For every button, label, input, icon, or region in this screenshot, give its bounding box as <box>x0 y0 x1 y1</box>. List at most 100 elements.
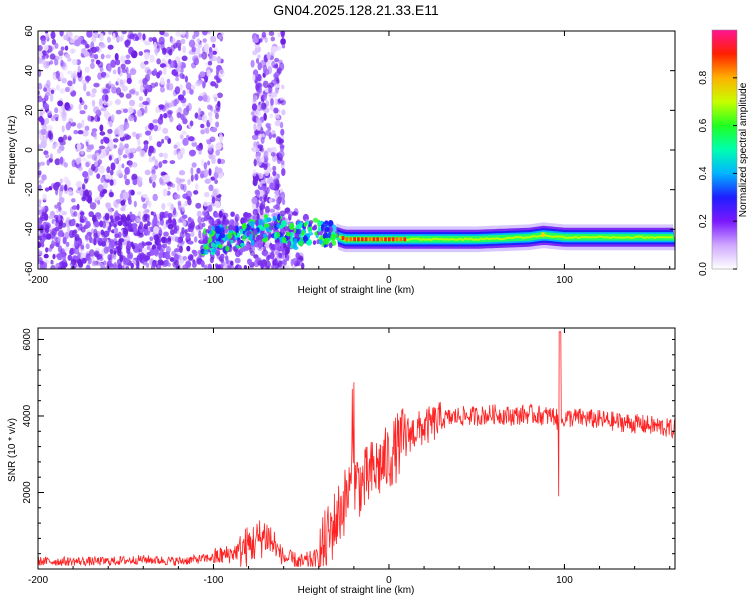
spectrogram-noise-cell <box>38 223 41 228</box>
spectrogram-noise-cell <box>214 200 221 209</box>
spectrogram-noise-cell <box>269 176 273 184</box>
spectrogram-noise-cell <box>281 43 286 49</box>
spectrogram-signal-cell <box>241 222 247 230</box>
spectrogram-noise-cell <box>201 114 208 123</box>
spectrogram-noise-cell <box>207 111 213 117</box>
spectrogram-noise-cell <box>67 136 72 141</box>
spectrogram-noise-cell <box>126 248 131 255</box>
spectrogram-noise-cell <box>275 198 280 205</box>
spectrogram-noise-cell <box>114 128 120 136</box>
spectrogram-signal-cell <box>312 240 317 246</box>
spectrogram-noise-cell <box>113 223 117 228</box>
spectrogram-noise-cell <box>41 206 46 214</box>
spectrogram-noise-cell <box>99 124 104 132</box>
spectrogram-noise-cell <box>230 264 234 269</box>
spectrogram-noise-cell <box>108 64 112 73</box>
spectrogram-noise-cell <box>181 130 187 136</box>
spectrogram-noise-cell <box>124 143 129 149</box>
spectrogram-noise-cell <box>69 249 73 256</box>
spectrogram-signal-cell <box>324 227 330 232</box>
spectrogram-noise-cell <box>91 88 97 94</box>
spectrogram-signal-cell <box>211 235 217 240</box>
spectrogram-noise-cell <box>208 115 213 123</box>
spectrogram-noise-cell <box>38 162 41 168</box>
spectrogram-noise-cell <box>176 183 180 192</box>
spectrogram-noise-cell <box>111 114 115 121</box>
spectrogram-noise-cell <box>173 149 178 156</box>
spectrogram-noise-cell <box>73 129 79 135</box>
spectrogram-noise-cell <box>120 207 126 212</box>
spectrogram-noise-cell <box>62 134 68 141</box>
spectrogram-noise-cell <box>263 150 269 159</box>
spectrogram-noise-cell <box>215 77 220 84</box>
spectrogram-noise-cell <box>103 137 110 144</box>
spectrogram-ytick-label: -20 <box>24 182 35 197</box>
spectrogram-signal-cell <box>202 239 208 244</box>
spectrogram-noise-cell <box>43 44 49 52</box>
spectrogram-signal-cell <box>316 239 320 245</box>
spectrogram-noise-cell <box>180 183 185 190</box>
spectrogram-noise-cell <box>117 264 123 269</box>
spectrogram-noise-cell <box>160 86 165 93</box>
spectrogram-noise-cell <box>87 144 95 150</box>
spectrogram-noise-cell <box>83 51 90 57</box>
spectrogram-signal-cell <box>218 244 223 249</box>
spectrogram-noise-cell <box>187 179 191 185</box>
spectrogram-noise-cell <box>219 132 223 140</box>
spectrogram-noise-cell <box>76 158 80 165</box>
spectrogram-noise-cell <box>132 131 137 137</box>
spectrogram-noise-cell <box>46 159 50 166</box>
spectrogram-signal-cell <box>252 228 258 236</box>
spectrogram-noise-cell <box>212 188 218 197</box>
spectrogram-noise-cell <box>225 257 229 265</box>
spectrogram-noise-cell <box>63 184 68 192</box>
snr-xtick-label: 0 <box>386 575 392 586</box>
spectrogram-noise-cell <box>274 242 281 251</box>
spectrogram-noise-cell <box>164 103 170 109</box>
spectrogram-noise-cell <box>188 39 196 48</box>
spectrogram-noise-cell <box>280 160 285 166</box>
spectrogram-noise-cell <box>237 264 243 269</box>
spectrogram-noise-cell <box>265 123 271 129</box>
spectrogram-noise-cell <box>207 144 213 151</box>
spectrogram-noise-cell <box>274 57 280 63</box>
spectrogram-noise-cell <box>195 80 202 87</box>
spectrogram-noise-cell <box>270 152 276 157</box>
spectrogram-noise-cell <box>253 158 257 167</box>
spectrogram-noise-cell <box>201 260 205 268</box>
spectrogram-noise-cell <box>182 45 187 54</box>
spectrogram-noise-cell <box>67 57 72 62</box>
spectrogram-noise-cell <box>161 58 167 65</box>
spectrogram-noise-cell <box>189 254 194 260</box>
spectrogram-noise-cell <box>116 258 122 266</box>
spectrogram-noise-cell <box>162 188 168 197</box>
spectrogram-noise-cell <box>107 128 113 134</box>
spectrogram-noise-cell <box>49 60 54 65</box>
spectrogram-noise-cell <box>85 141 89 147</box>
spectrogram-noise-cell <box>197 114 201 121</box>
spectrogram-noise-cell <box>139 253 143 262</box>
spectrogram-noise-cell <box>272 170 277 176</box>
spectrogram-noise-cell <box>149 54 155 63</box>
spectrogram-noise-cell <box>252 146 257 153</box>
spectrogram-noise-cell <box>150 82 156 89</box>
spectrogram-noise-cell <box>89 53 95 59</box>
spectrogram-noise-cell <box>51 38 57 45</box>
spectrogram-noise-cell <box>90 237 95 244</box>
spectrogram-noise-cell <box>192 34 196 40</box>
spectrogram-noise-cell <box>280 38 286 46</box>
spectrogram-noise-cell <box>256 213 260 221</box>
spectrogram-noise-cell <box>59 156 64 165</box>
spectrogram-noise-cell <box>103 110 110 118</box>
spectrogram-noise-cell <box>106 100 113 107</box>
spectrogram-noise-cell <box>139 150 146 158</box>
spectrogram-noise-cell <box>156 58 161 65</box>
spectrogram-noise-cell <box>45 224 50 230</box>
spectrogram-noise-cell <box>276 173 280 180</box>
spectrogram-noise-cell <box>186 196 191 201</box>
spectrogram-noise-cell <box>103 260 107 266</box>
spectrogram-noise-cell <box>57 245 63 253</box>
spectrogram-noise-cell <box>42 233 48 238</box>
spectrogram-noise-cell <box>38 179 45 184</box>
spectrogram-noise-cell <box>190 230 195 237</box>
